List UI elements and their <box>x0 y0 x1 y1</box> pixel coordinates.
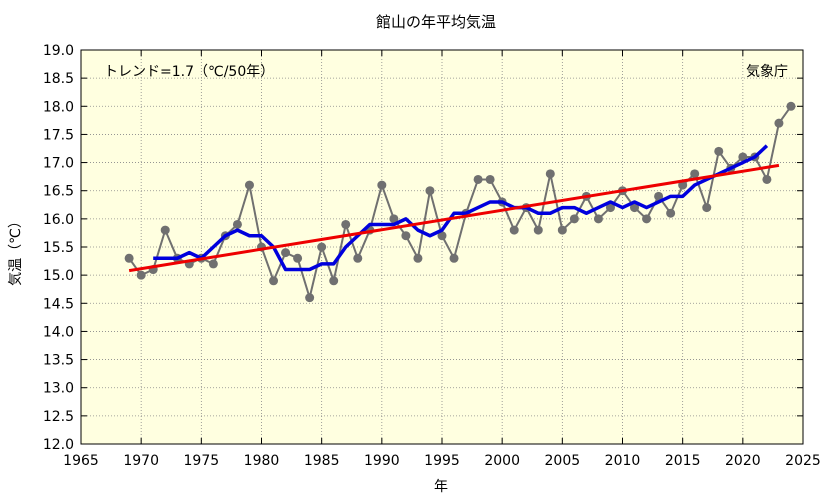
annual-point <box>232 219 242 229</box>
x-axis-tick-labels: 1965 1970 1975 1980 1985 1990 1995 2000 2005 2010… <box>63 453 821 469</box>
annual-point <box>762 174 772 184</box>
annual-point <box>605 203 615 213</box>
annual-point <box>642 214 652 224</box>
annual-point <box>305 293 315 303</box>
annual-point <box>473 174 483 184</box>
y-tick-label: 15.0 <box>43 268 74 284</box>
annual-point <box>690 169 700 179</box>
annual-line <box>128 105 792 302</box>
series-moving-average <box>153 144 769 272</box>
annual-point <box>714 146 724 156</box>
x-axis-label: 年 <box>434 479 448 495</box>
y-tick-label: 13.5 <box>43 353 74 369</box>
annual-point <box>413 253 423 263</box>
x-tick-label: 1990 <box>364 453 400 469</box>
annual-point <box>425 186 435 196</box>
annual-point <box>341 219 351 229</box>
annual-point <box>630 203 640 213</box>
annual-point <box>509 225 519 235</box>
x-tick-label: 2020 <box>725 453 761 469</box>
grid-lines <box>81 50 803 444</box>
annual-point <box>593 214 603 224</box>
annual-point <box>774 118 784 128</box>
y-tick-label: 16.0 <box>43 212 74 228</box>
annual-point <box>533 225 543 235</box>
annual-point <box>557 225 567 235</box>
y-tick-label: 18.0 <box>43 99 74 115</box>
y-tick-label: 18.5 <box>43 71 74 87</box>
annual-point <box>244 180 254 190</box>
x-tick-label: 2025 <box>785 453 821 469</box>
annual-point <box>377 180 387 190</box>
trend-annotation: トレンド=1.7（℃/50年） <box>104 64 274 80</box>
annual-point <box>654 191 664 201</box>
annual-point <box>545 169 555 179</box>
annual-point <box>136 270 146 280</box>
annual-point <box>329 276 339 286</box>
annual-point <box>738 152 748 162</box>
y-axis-tick-labels: 12.0 12.5 13.0 13.5 14.0 14.5 15.0 15.5 16.0 16.5… <box>43 43 74 453</box>
annual-point <box>281 248 291 258</box>
y-tick-label: 17.0 <box>43 156 74 172</box>
x-tick-label: 2005 <box>545 453 581 469</box>
annual-point <box>269 276 279 286</box>
x-tick-label: 2010 <box>605 453 641 469</box>
annual-point <box>353 253 363 263</box>
series-trend <box>128 163 780 273</box>
y-axis-label: 気温（℃） <box>8 214 24 286</box>
y-tick-label: 16.5 <box>43 184 74 200</box>
annual-point <box>389 214 399 224</box>
x-tick-label: 1965 <box>63 453 99 469</box>
annual-point <box>401 231 411 241</box>
annual-point <box>485 174 495 184</box>
x-tick-label: 2000 <box>484 453 520 469</box>
y-tick-label: 12.0 <box>43 437 74 453</box>
x-tick-label: 1980 <box>244 453 280 469</box>
annual-point <box>208 259 218 269</box>
annual-point <box>449 253 459 263</box>
annual-point <box>569 214 579 224</box>
annual-point <box>124 253 134 263</box>
annual-point <box>437 231 447 241</box>
x-tick-label: 1970 <box>123 453 159 469</box>
y-tick-label: 12.5 <box>43 409 74 425</box>
annual-point <box>317 242 327 252</box>
y-tick-label: 19.0 <box>43 43 74 59</box>
trend-line <box>128 163 780 273</box>
moving-average-line <box>153 144 769 272</box>
chart-title: 館山の年平均気温 <box>376 13 496 31</box>
x-tick-label: 2015 <box>665 453 701 469</box>
y-tick-label: 13.0 <box>43 381 74 397</box>
x-tick-label: 1995 <box>424 453 460 469</box>
annual-point <box>160 225 170 235</box>
x-tick-label: 1975 <box>184 453 220 469</box>
y-tick-label: 14.5 <box>43 296 74 312</box>
source-label: 気象庁 <box>746 64 788 80</box>
y-tick-label: 15.5 <box>43 240 74 256</box>
annual-point <box>293 253 303 263</box>
y-tick-label: 17.5 <box>43 127 74 143</box>
y-tick-label: 14.0 <box>43 324 74 340</box>
annual-point <box>786 101 796 111</box>
annual-point <box>666 208 676 218</box>
plot-frame <box>80 49 804 445</box>
annual-point <box>702 203 712 213</box>
x-tick-label: 1985 <box>304 453 340 469</box>
